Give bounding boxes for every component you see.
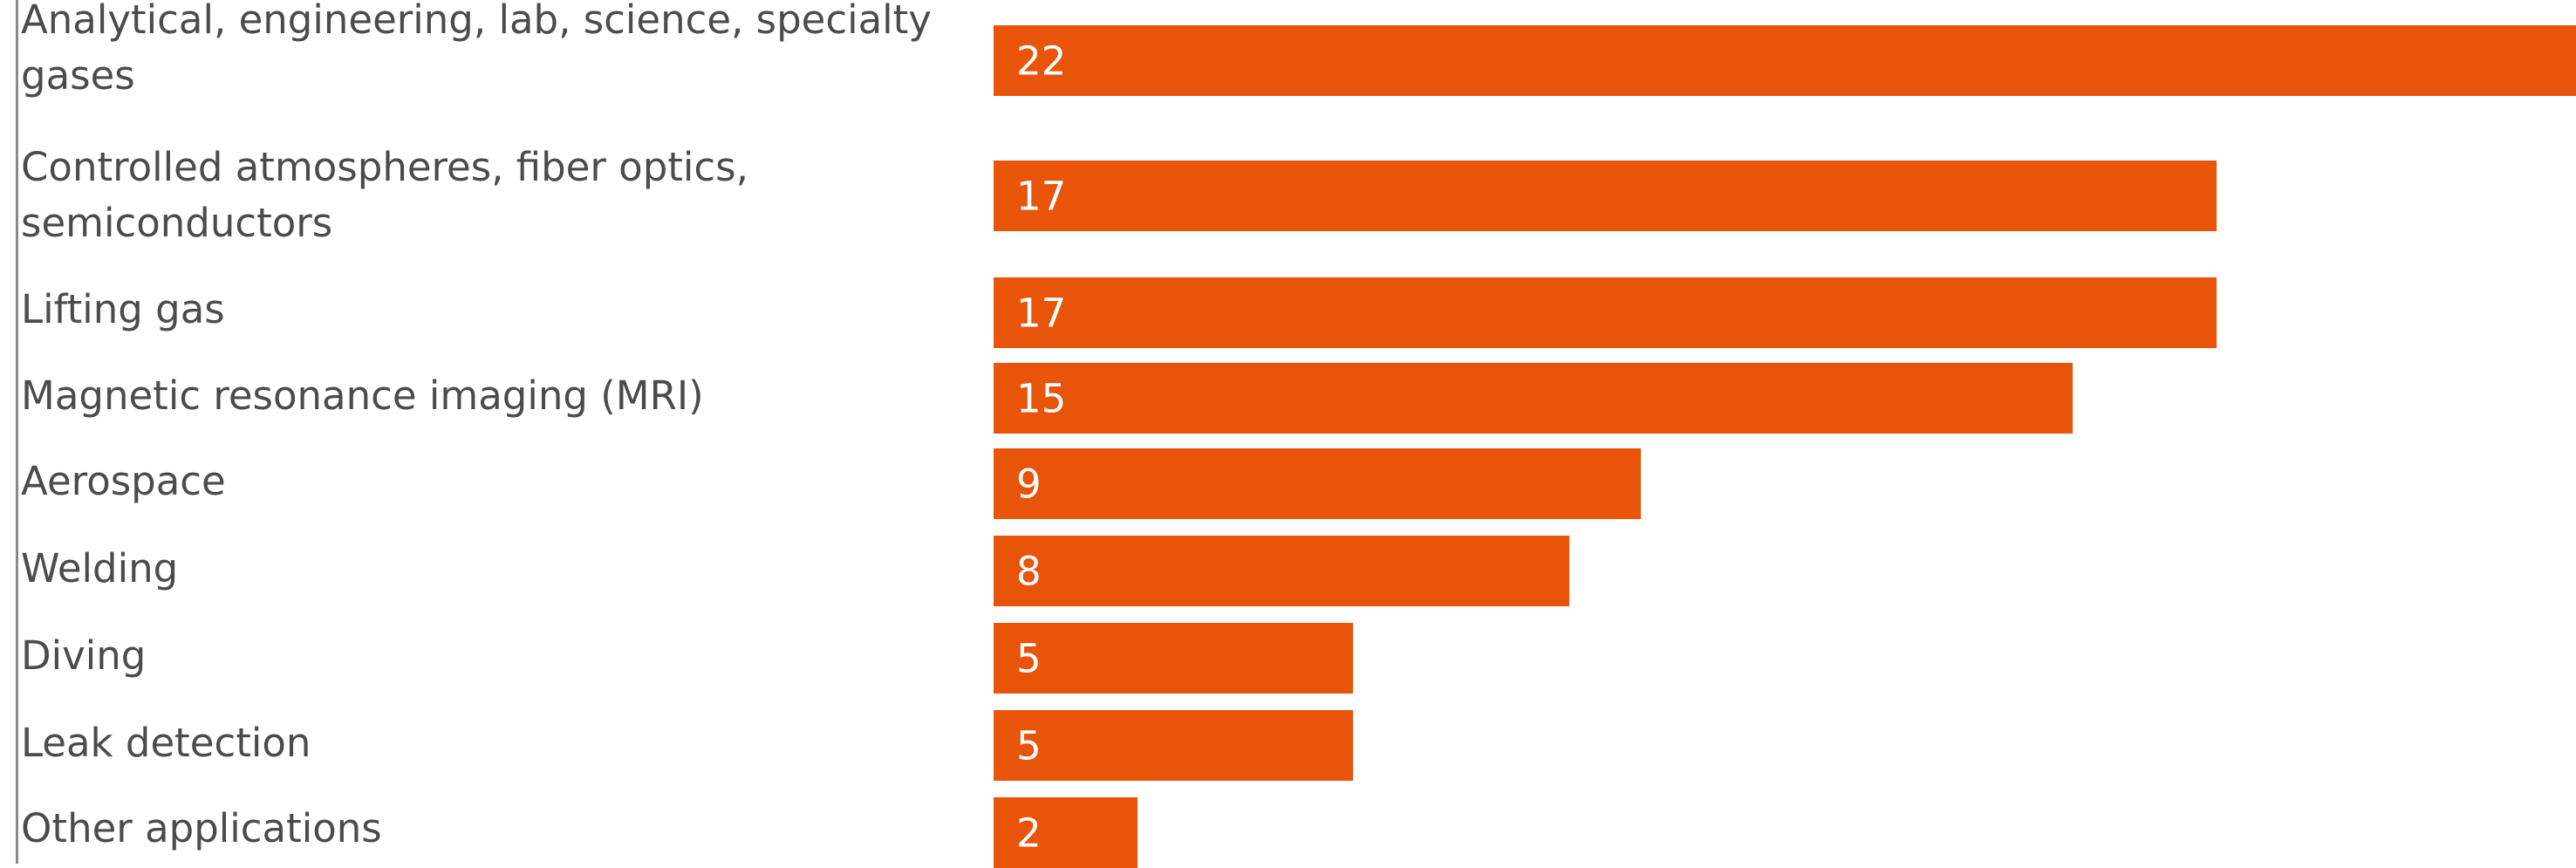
category-label: Diving bbox=[21, 632, 147, 679]
category-axis-line bbox=[16, 0, 18, 864]
bar: 2 bbox=[994, 797, 1138, 868]
category-label: Welding bbox=[21, 545, 179, 591]
category-label: Lifting gas bbox=[21, 286, 225, 332]
bar: 17 bbox=[994, 277, 2217, 348]
category-label: Aerospace bbox=[21, 458, 226, 504]
bar: 5 bbox=[994, 623, 1353, 694]
bar-value-label: 22 bbox=[1016, 38, 1067, 84]
bar-value-label: 17 bbox=[1016, 173, 1067, 219]
bar: 5 bbox=[994, 710, 1353, 781]
category-label: Magnetic resonance imaging (MRI) bbox=[21, 372, 704, 419]
bar: 9 bbox=[994, 448, 1641, 519]
category-label: Analytical, engineering, lab, science, s… bbox=[21, 0, 932, 99]
category-label: Controlled atmospheres, fiber optics, se… bbox=[21, 144, 748, 246]
category-label: Leak detection bbox=[21, 720, 311, 766]
bar-value-label: 15 bbox=[1016, 375, 1067, 421]
bar: 8 bbox=[994, 536, 1569, 606]
bar-value-label: 8 bbox=[1016, 548, 1042, 594]
bar-value-label: 2 bbox=[1016, 810, 1042, 856]
bar: 22 bbox=[994, 25, 2576, 96]
bar-value-label: 9 bbox=[1016, 461, 1042, 507]
bar-value-label: 17 bbox=[1016, 290, 1067, 336]
bar: 17 bbox=[994, 161, 2217, 231]
bar-value-label: 5 bbox=[1016, 635, 1042, 681]
bar: 15 bbox=[994, 363, 2073, 434]
bar-value-label: 5 bbox=[1016, 722, 1042, 769]
category-label: Other applications bbox=[21, 805, 382, 851]
